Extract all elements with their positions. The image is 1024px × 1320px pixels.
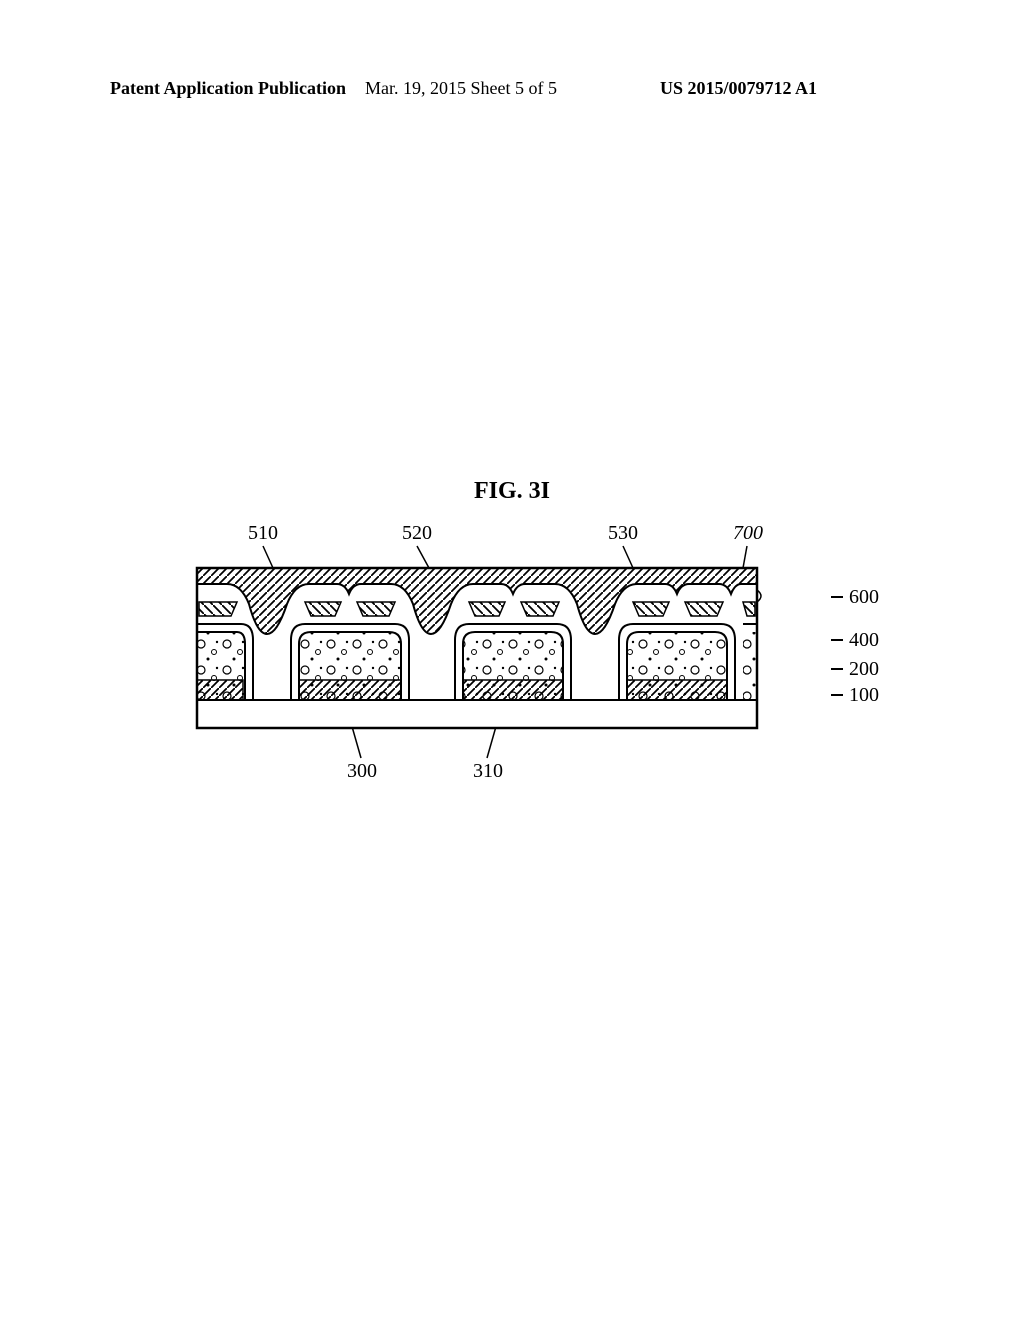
figure-container: 510 520 530 700 600 400 200 100 300 310 — [195, 522, 829, 802]
label-310: 310 — [473, 760, 503, 802]
cross-section-diagram — [195, 560, 765, 740]
header-center: Mar. 19, 2015 Sheet 5 of 5 — [365, 78, 557, 99]
label-400: 400 — [849, 629, 879, 652]
label-600: 600 — [849, 586, 879, 609]
label-100: 100 — [849, 684, 879, 707]
label-520: 520 — [402, 522, 432, 545]
label-700: 700 — [733, 522, 763, 545]
label-530: 530 — [608, 522, 638, 545]
header-right: US 2015/0079712 A1 — [660, 78, 817, 99]
label-510: 510 — [248, 522, 278, 545]
label-300: 300 — [347, 760, 377, 802]
figure-title: FIG. 3I — [0, 478, 1024, 505]
header-left: Patent Application Publication — [110, 78, 346, 99]
label-200: 200 — [849, 658, 879, 681]
